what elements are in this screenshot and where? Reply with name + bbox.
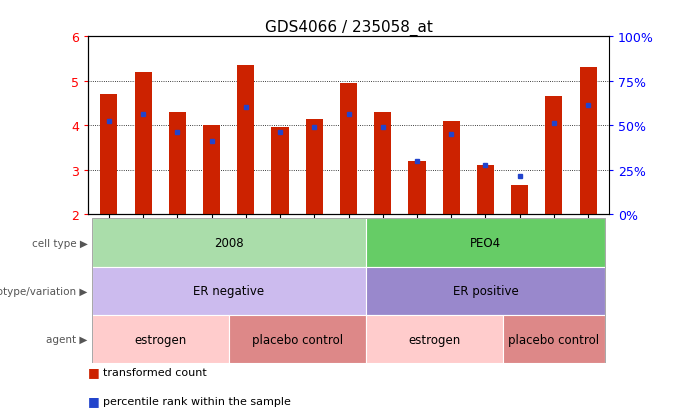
- Text: ■: ■: [88, 394, 104, 407]
- Bar: [228, 315, 366, 363]
- Text: ER negative: ER negative: [193, 285, 265, 298]
- Bar: [579, 68, 596, 215]
- Bar: [169, 113, 186, 215]
- Text: PEO4: PEO4: [470, 237, 501, 249]
- Text: percentile rank within the sample: percentile rank within the sample: [103, 396, 291, 406]
- Text: 2008: 2008: [214, 237, 243, 249]
- Bar: [503, 315, 605, 363]
- Text: genotype/variation ▶: genotype/variation ▶: [0, 286, 88, 296]
- Bar: [443, 121, 460, 215]
- Text: placebo control: placebo control: [508, 333, 599, 346]
- Bar: [545, 97, 562, 215]
- Text: ER positive: ER positive: [452, 285, 518, 298]
- Text: estrogen: estrogen: [408, 333, 460, 346]
- Bar: [366, 315, 503, 363]
- Text: placebo control: placebo control: [252, 333, 343, 346]
- Bar: [366, 267, 605, 315]
- Bar: [92, 315, 228, 363]
- Text: agent ▶: agent ▶: [46, 335, 88, 344]
- Bar: [409, 161, 426, 215]
- Bar: [477, 166, 494, 215]
- Text: cell type ▶: cell type ▶: [32, 238, 88, 248]
- Bar: [92, 219, 366, 267]
- Text: transformed count: transformed count: [103, 367, 207, 377]
- Bar: [511, 186, 528, 215]
- Bar: [306, 119, 323, 215]
- Bar: [237, 66, 254, 215]
- Bar: [374, 113, 391, 215]
- Title: GDS4066 / 235058_at: GDS4066 / 235058_at: [265, 20, 432, 36]
- Text: ■: ■: [88, 365, 104, 378]
- Bar: [271, 128, 288, 215]
- Bar: [340, 84, 357, 215]
- Bar: [101, 95, 118, 215]
- Bar: [203, 126, 220, 215]
- Bar: [92, 267, 366, 315]
- Bar: [135, 73, 152, 215]
- Text: estrogen: estrogen: [134, 333, 186, 346]
- Bar: [366, 219, 605, 267]
